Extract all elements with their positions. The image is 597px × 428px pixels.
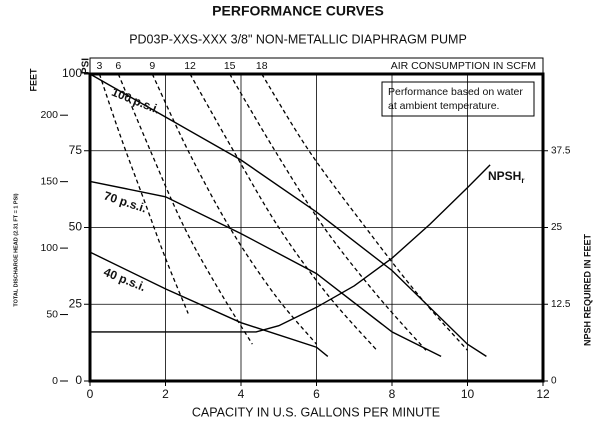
series-line — [89, 180, 442, 358]
y-tick-label: 25 — [69, 296, 83, 310]
feet-tick-label: 150 — [40, 175, 58, 187]
x-tick-label: 6 — [313, 387, 320, 401]
air-curve — [98, 73, 189, 314]
feet-tick-label: 200 — [40, 109, 58, 121]
x-tick-label: 2 — [162, 387, 169, 401]
y2-axis-label: NPSH REQUIRED IN FEET — [582, 233, 592, 346]
air-tick-label: 18 — [256, 60, 268, 72]
series-line — [90, 164, 491, 333]
y2-tick-label: 25 — [551, 222, 563, 233]
note-line: at ambient temperature. — [388, 100, 499, 112]
y2-tick-label: 0 — [551, 376, 557, 387]
feet-tick-label: 100 — [40, 242, 58, 254]
series-line — [89, 251, 329, 357]
plot-frame — [88, 72, 545, 383]
y-tick-label: 100 — [62, 66, 82, 80]
y2-tick-label: 12.5 — [551, 299, 571, 310]
air-tick-label: 9 — [149, 60, 155, 72]
air-curve — [151, 73, 317, 345]
x-tick-label: 8 — [389, 387, 396, 401]
x-tick-label: 12 — [536, 387, 550, 401]
x-axis-label: CAPACITY IN U.S. GALLONS PER MINUTE — [192, 405, 440, 419]
series-name: NPSH — [488, 169, 521, 183]
feet-label: FEET — [28, 68, 38, 92]
feet-tick-label: 50 — [46, 308, 58, 320]
y-axis-label: PSI — [81, 58, 92, 74]
x-tick-label: 0 — [87, 387, 94, 401]
air-tick-label: 3 — [97, 60, 103, 72]
air-tick-label: 12 — [184, 60, 196, 72]
air-curve — [229, 73, 427, 351]
air-axis-label: AIR CONSUMPTION IN SCFM — [391, 60, 536, 72]
y2-tick-label: 37.5 — [551, 145, 571, 156]
note-line: Performance based on water — [388, 86, 523, 98]
y-tick-label: 0 — [75, 373, 82, 387]
y-tick-label: 50 — [69, 220, 83, 234]
series-label: 70 p.s.i. — [102, 189, 148, 216]
x-tick-label: 4 — [238, 387, 245, 401]
series-label: 100 p.s.i. — [110, 85, 162, 117]
series-line — [89, 73, 487, 357]
note-box — [381, 81, 535, 117]
chart-title: PERFORMANCE CURVES — [212, 3, 384, 19]
air-tick-label: 6 — [115, 60, 121, 72]
air-curve — [261, 73, 468, 351]
air-tick-label: 15 — [224, 60, 236, 72]
feet-axis-label: TOTAL DISCHARGE HEAD (2.31 FT = 1 PSI) — [13, 193, 19, 306]
series-subscript: r — [521, 176, 524, 185]
air-curve — [117, 73, 253, 345]
x-tick-label: 10 — [461, 387, 475, 401]
y-tick-label: 75 — [69, 143, 83, 157]
air-curve — [189, 73, 378, 351]
chart-subtitle: PD03P-XXS-XXX 3/8" NON-METALLIC DIAPHRAG… — [129, 32, 467, 46]
feet-tick-label: 0 — [52, 375, 58, 387]
series-label: NPSHr — [488, 169, 524, 185]
